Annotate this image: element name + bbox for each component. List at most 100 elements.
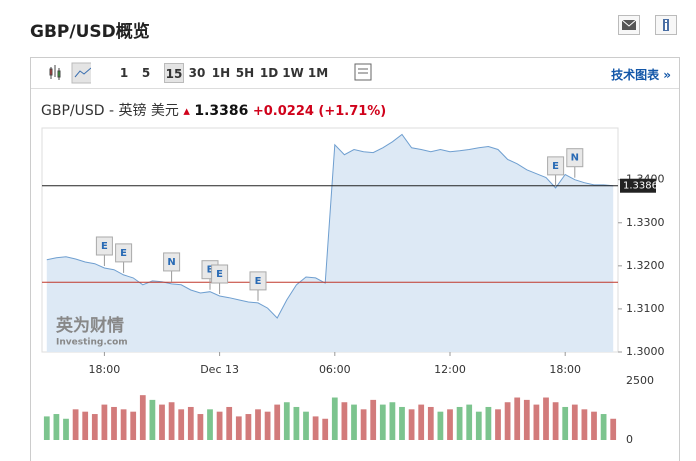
event-marker bbox=[163, 252, 181, 272]
interval-button[interactable]: 30 bbox=[188, 66, 206, 80]
volume-bar bbox=[264, 411, 271, 440]
event-marker bbox=[547, 156, 565, 176]
volume-bar bbox=[418, 404, 425, 440]
mail-glyph bbox=[621, 19, 637, 30]
y-tick-label: 1.3300 bbox=[626, 216, 665, 229]
volume-bar bbox=[610, 418, 617, 440]
volume-bar bbox=[274, 404, 281, 440]
y-tick-label: 1.3200 bbox=[626, 259, 665, 272]
volume-bar bbox=[437, 411, 444, 440]
price-tag-label: 1.3386 bbox=[623, 181, 658, 192]
up-arrow: ▴ bbox=[183, 104, 190, 119]
line-glyph bbox=[74, 67, 91, 78]
volume-bar bbox=[111, 406, 117, 440]
y2-tick-label: 0 bbox=[626, 433, 633, 446]
quote: GBP/USD - 英镑 美元 ▴ 1.3386 +0.0224 (+1.71%… bbox=[41, 100, 386, 120]
volume-bar bbox=[504, 402, 511, 440]
volume-bar bbox=[255, 409, 261, 440]
volume-bar bbox=[130, 411, 137, 440]
volume-bar bbox=[552, 402, 559, 440]
interval-button[interactable]: 1W bbox=[282, 66, 304, 80]
volume-bar bbox=[197, 414, 204, 440]
volume-bar bbox=[360, 409, 367, 440]
event-label: N bbox=[571, 153, 579, 164]
candle-icon[interactable] bbox=[49, 65, 61, 80]
line-icon[interactable] bbox=[71, 62, 91, 84]
watermark-site: Investing.com bbox=[56, 338, 128, 348]
x-tick-label: 12:00 bbox=[434, 363, 466, 376]
chart-type-icons bbox=[49, 62, 91, 84]
volume-bar bbox=[245, 414, 252, 440]
interval-button[interactable]: 5H bbox=[235, 66, 255, 80]
event-label: E bbox=[207, 265, 214, 276]
volume-bar bbox=[427, 406, 434, 440]
volume-bar bbox=[408, 409, 415, 440]
interval-button[interactable]: 1D bbox=[259, 66, 279, 80]
mail-icon[interactable] bbox=[618, 15, 640, 35]
volume-bar bbox=[533, 404, 540, 440]
interval-button[interactable]: 15 bbox=[164, 63, 184, 83]
x-tick-label: Dec 13 bbox=[200, 363, 239, 376]
volume-bar bbox=[187, 406, 194, 440]
volume-bar bbox=[331, 397, 338, 440]
volume-bar bbox=[351, 404, 357, 440]
volume-bar bbox=[178, 409, 185, 440]
volume-bar bbox=[216, 411, 223, 440]
info-icon[interactable] bbox=[655, 15, 677, 35]
settings-icon[interactable] bbox=[351, 58, 381, 88]
volume-bar bbox=[293, 406, 300, 440]
volume-bar bbox=[543, 397, 549, 440]
price: 1.3386 bbox=[194, 103, 249, 119]
event-label: E bbox=[255, 276, 262, 287]
event-marker bbox=[115, 243, 133, 263]
x-tick-label: 18:00 bbox=[549, 363, 581, 376]
event-label: E bbox=[120, 248, 127, 259]
volume-bar bbox=[139, 395, 146, 440]
volume-bar bbox=[226, 406, 233, 440]
event-label: E bbox=[101, 241, 108, 252]
volume-bar bbox=[562, 406, 569, 440]
page-title: GBP/USD概览 bbox=[30, 22, 150, 42]
volume-bar bbox=[379, 404, 386, 440]
volume-bar bbox=[63, 418, 69, 440]
volume-bar bbox=[303, 411, 309, 440]
interval-button[interactable]: 1M bbox=[307, 66, 329, 80]
volume-bar bbox=[485, 406, 492, 440]
x-tick-label: 18:00 bbox=[89, 363, 121, 376]
volume-bar bbox=[43, 416, 50, 440]
event-label: E bbox=[216, 269, 223, 280]
interval-button[interactable]: 1H bbox=[211, 66, 231, 80]
volume-bar bbox=[82, 411, 89, 440]
volume-bar bbox=[370, 399, 377, 440]
volume-bar bbox=[53, 414, 60, 440]
volume-bar bbox=[312, 416, 319, 440]
volume-bar bbox=[571, 404, 578, 440]
volume-bar bbox=[591, 411, 597, 440]
interval-button[interactable]: 5 bbox=[141, 66, 151, 80]
y2-tick-label: 2500 bbox=[626, 374, 654, 387]
event-marker bbox=[249, 271, 267, 291]
volume-bar bbox=[120, 409, 127, 440]
volume-bar bbox=[447, 409, 453, 440]
volume-bar bbox=[399, 406, 405, 440]
volume-bar bbox=[283, 402, 290, 440]
interval-button[interactable]: 1 bbox=[119, 66, 129, 80]
volume-bar bbox=[456, 406, 463, 440]
volume-bar bbox=[475, 411, 482, 440]
volume-bar bbox=[495, 409, 501, 440]
change: +0.0224 bbox=[252, 104, 314, 119]
volume-bar bbox=[235, 416, 242, 440]
y-tick-label: 1.3100 bbox=[626, 302, 665, 315]
info-glyph bbox=[663, 19, 669, 31]
volume-bar bbox=[207, 409, 213, 440]
price-line bbox=[46, 133, 614, 319]
volume-bar bbox=[600, 414, 607, 440]
volume-bar bbox=[72, 409, 79, 440]
technical-chart-link[interactable]: 技术图表 » bbox=[611, 68, 671, 82]
volume-bar bbox=[101, 404, 108, 440]
pair: GBP/USD - 英镑 美元 bbox=[41, 103, 179, 119]
volume-bar bbox=[322, 418, 329, 440]
watermark-brand: 英为财情 bbox=[56, 315, 124, 336]
area-fill bbox=[46, 134, 614, 352]
